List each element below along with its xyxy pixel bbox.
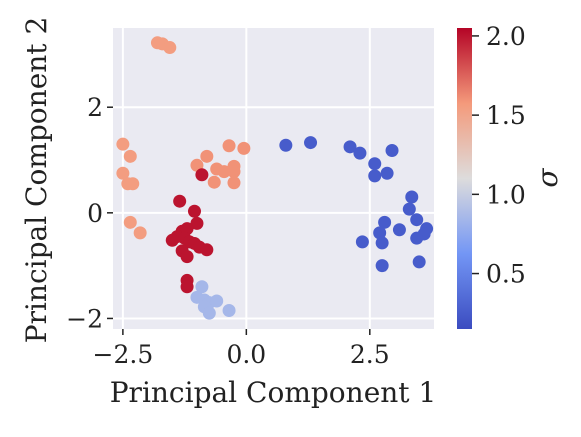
data-point [187, 204, 201, 218]
y-tick-label: 2 [87, 93, 103, 122]
colorbar-ticks: 0.5 1.0 1.5 2.0 [472, 22, 526, 289]
data-point [180, 280, 194, 294]
data-point [412, 255, 426, 269]
colorbar [457, 28, 472, 329]
data-point [180, 250, 194, 264]
data-point [126, 177, 140, 191]
x-tick-labels: −2.5 0.0 2.5 [93, 329, 390, 369]
y-tick-label: −2 [66, 304, 103, 333]
data-point [380, 166, 394, 180]
colorbar-tick-label: 0.5 [486, 260, 526, 289]
data-point [195, 168, 209, 182]
data-point [237, 141, 251, 155]
data-point [222, 139, 236, 153]
data-point [133, 226, 147, 240]
colorbar-tick-label: 1.5 [486, 101, 526, 130]
x-tick-label: 2.5 [350, 340, 390, 369]
data-point [410, 231, 424, 245]
data-point [116, 137, 130, 151]
y-axis-label: Principal Component 2 [20, 17, 53, 344]
data-point [173, 194, 187, 208]
colorbar-tick-label: 2.0 [486, 22, 526, 51]
data-point [355, 235, 369, 249]
data-point [375, 236, 389, 250]
data-point [402, 202, 416, 216]
data-point [368, 169, 382, 183]
y-tick-label: 0 [87, 199, 103, 228]
y-tick-labels: −2 0 2 [66, 93, 113, 333]
data-point [375, 259, 389, 273]
data-point [227, 165, 241, 179]
data-point [405, 190, 419, 204]
data-point [190, 216, 204, 230]
data-point [378, 215, 392, 229]
data-point [123, 149, 137, 163]
data-points [116, 36, 434, 320]
data-point [163, 41, 177, 55]
data-point [343, 140, 357, 154]
data-point [202, 306, 216, 320]
data-point [200, 149, 214, 163]
data-point [195, 280, 209, 294]
data-point [385, 144, 399, 158]
x-axis-label: Principal Component 1 [110, 376, 437, 409]
data-point [207, 175, 221, 189]
data-point [210, 294, 224, 308]
data-point [304, 136, 318, 150]
data-point [123, 215, 137, 229]
data-point [373, 226, 387, 240]
data-point [200, 243, 214, 257]
data-point [227, 176, 241, 190]
data-point [222, 304, 236, 318]
data-point [410, 213, 424, 227]
x-tick-label: −2.5 [93, 340, 154, 369]
data-point [368, 157, 382, 171]
data-point [353, 146, 367, 160]
colorbar-tick-label: 1.0 [486, 180, 526, 209]
data-point [217, 165, 231, 179]
colorbar-label: σ [531, 168, 564, 188]
data-point [116, 166, 130, 180]
data-point [279, 138, 293, 152]
data-point [392, 223, 406, 237]
data-point [165, 233, 179, 247]
x-tick-label: 0.0 [226, 340, 266, 369]
